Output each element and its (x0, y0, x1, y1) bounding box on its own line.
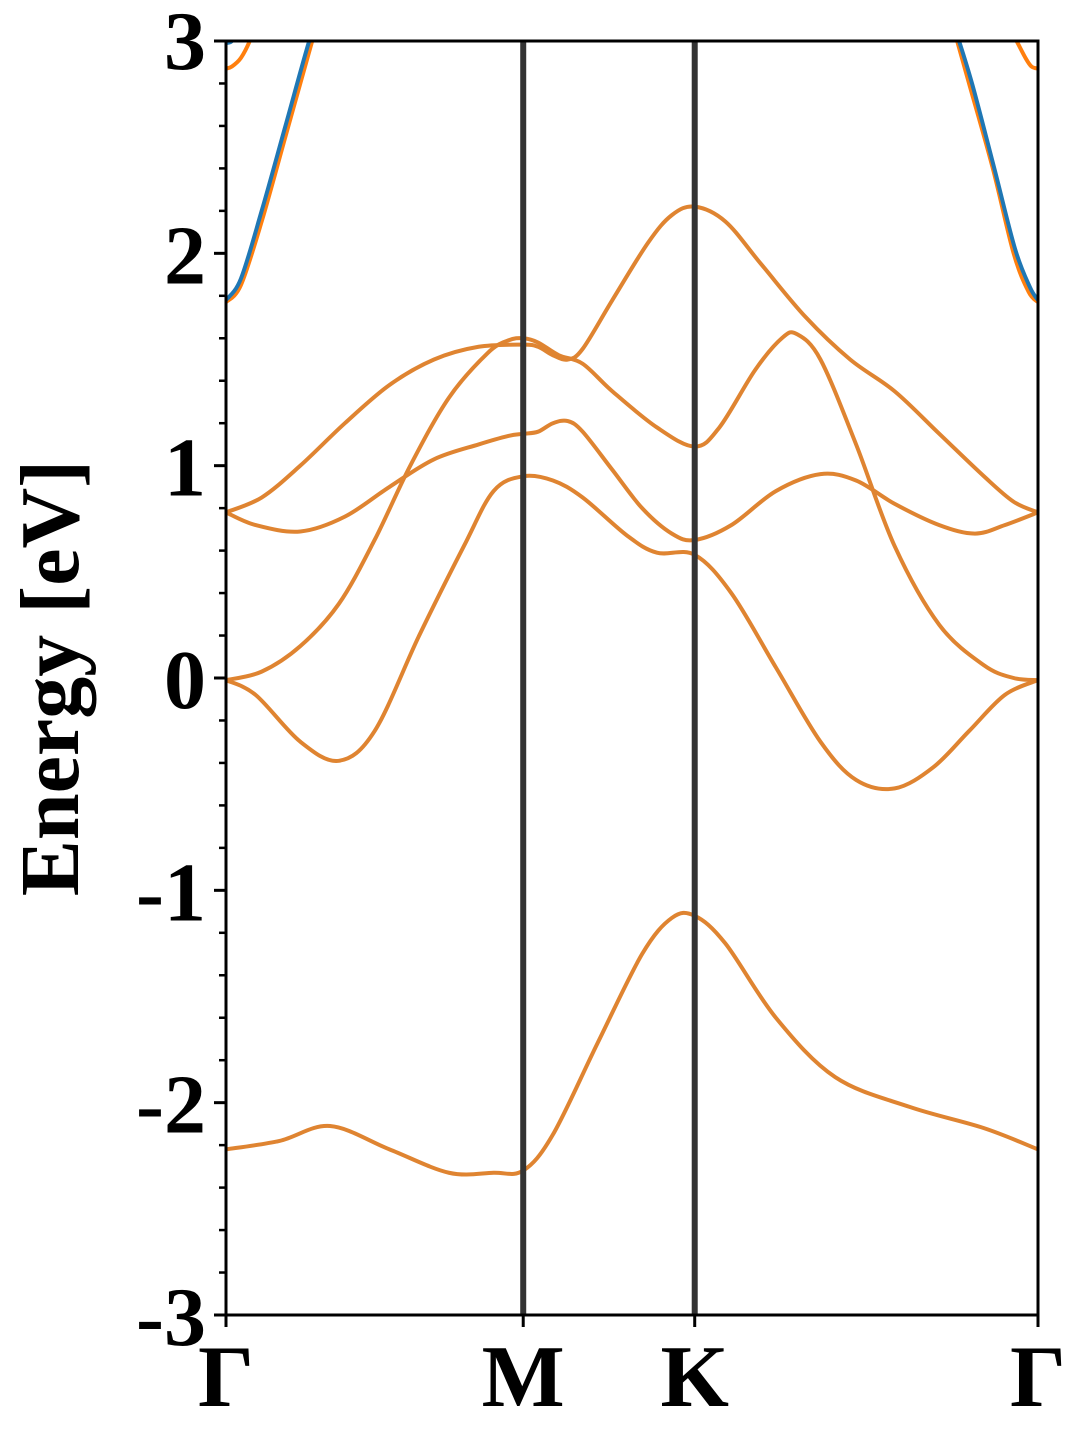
band-line-band9_down (1014, 41, 1038, 71)
band-line-band4 (226, 418, 1038, 543)
band-line-band6_down (226, 41, 315, 304)
y-tick-label: 1 (164, 422, 206, 515)
y-axis-label: Energy [eV] (4, 460, 97, 896)
band-line-band8_down (226, 41, 252, 71)
y-tick-label: 2 (164, 209, 206, 302)
band-line-band3 (226, 330, 1038, 683)
bands-layer (226, 41, 1038, 1177)
y-tick-label: 3 (164, 0, 206, 88)
x-tick-label-M: M (482, 1329, 565, 1426)
y-tick-label: -3 (136, 1271, 206, 1364)
band-line-band2 (226, 473, 1038, 792)
y-tick-label: -1 (136, 846, 206, 939)
y-ticks: -3 -2 -1 0 1 2 3 (136, 0, 226, 1364)
band-line-band7_up (956, 41, 1038, 302)
band-line-band1 (226, 910, 1038, 1177)
x-tick-label-Γ: Γ (198, 1329, 254, 1426)
band-line-band5 (226, 204, 1038, 515)
kpath-lines (520, 41, 698, 1315)
x-tick-label-K: K (660, 1329, 728, 1426)
x-tick-label-Γ: Γ (1010, 1329, 1066, 1426)
y-tick-label: -2 (136, 1059, 206, 1152)
plot-frame (224, 39, 1040, 1317)
band-line-band6_up (226, 41, 312, 302)
y-tick-label: 0 (164, 634, 206, 727)
